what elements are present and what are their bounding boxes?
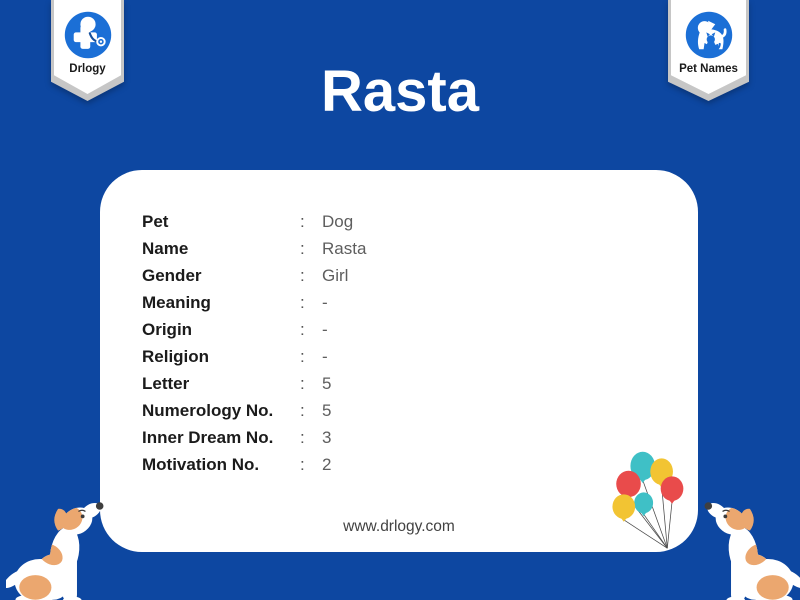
row-value: Girl	[322, 265, 349, 285]
row-separator: :	[300, 454, 305, 474]
row-separator: :	[300, 346, 305, 366]
table-row: Name : Rasta	[142, 235, 366, 262]
website-url: www.drlogy.com	[343, 518, 455, 535]
row-value: -	[322, 292, 328, 312]
row-label: Numerology No.	[142, 400, 274, 420]
row-separator: :	[300, 400, 305, 420]
row-label: Religion	[142, 346, 210, 366]
row-separator: :	[300, 238, 305, 258]
row-value: Dog	[322, 211, 354, 231]
dog-illustration	[3, 494, 112, 600]
row-label: Inner Dream No.	[142, 427, 274, 447]
table-row: Origin : -	[142, 316, 366, 343]
row-label: Pet	[142, 211, 169, 231]
drlogy-badge: Drlogy	[51, 0, 124, 101]
table-row: Meaning : -	[142, 289, 366, 316]
ribbon-body: Drlogy	[54, 0, 121, 94]
row-value: 5	[322, 400, 332, 420]
detail-table: Pet : Dog Name : Rasta Gender : Girl Mea…	[142, 208, 366, 478]
row-value: -	[322, 319, 328, 339]
row-label: Name	[142, 238, 189, 258]
row-label: Origin	[142, 319, 193, 339]
drlogy-badge-label: Drlogy	[69, 63, 106, 75]
table-row: Inner Dream No. : 3	[142, 424, 366, 451]
table-row: Numerology No. : 5	[142, 397, 366, 424]
row-label: Meaning	[142, 292, 211, 312]
row-value: 3	[322, 427, 332, 447]
detail-card: Pet : Dog Name : Rasta Gender : Girl Mea…	[100, 170, 698, 552]
row-separator: :	[300, 319, 305, 339]
table-row: Motivation No. : 2	[142, 451, 366, 478]
row-separator: :	[300, 292, 305, 312]
table-row: Gender : Girl	[142, 262, 366, 289]
row-value: Rasta	[322, 238, 367, 258]
dog-cat-icon	[685, 11, 732, 59]
row-separator: :	[300, 427, 305, 447]
balloons-illustration	[612, 451, 684, 549]
page-title: Rasta	[321, 59, 479, 124]
dog-illustration	[696, 494, 800, 600]
row-value: 2	[322, 454, 332, 474]
pet-names-badge-label: Pet Names	[679, 63, 738, 75]
table-row: Letter : 5	[142, 370, 366, 397]
row-label: Motivation No.	[142, 454, 260, 474]
row-value: 5	[322, 373, 332, 393]
row-label: Letter	[142, 373, 190, 393]
row-separator: :	[300, 211, 305, 231]
ribbon-body: Pet Names	[671, 0, 746, 94]
row-value: -	[322, 346, 328, 366]
table-row: Religion : -	[142, 343, 366, 370]
table-row: Pet : Dog	[142, 208, 366, 235]
drlogy-logo-icon	[64, 11, 111, 59]
row-separator: :	[300, 373, 305, 393]
row-label: Gender	[142, 265, 202, 285]
row-separator: :	[300, 265, 305, 285]
pet-names-badge: Pet Names	[668, 0, 749, 101]
